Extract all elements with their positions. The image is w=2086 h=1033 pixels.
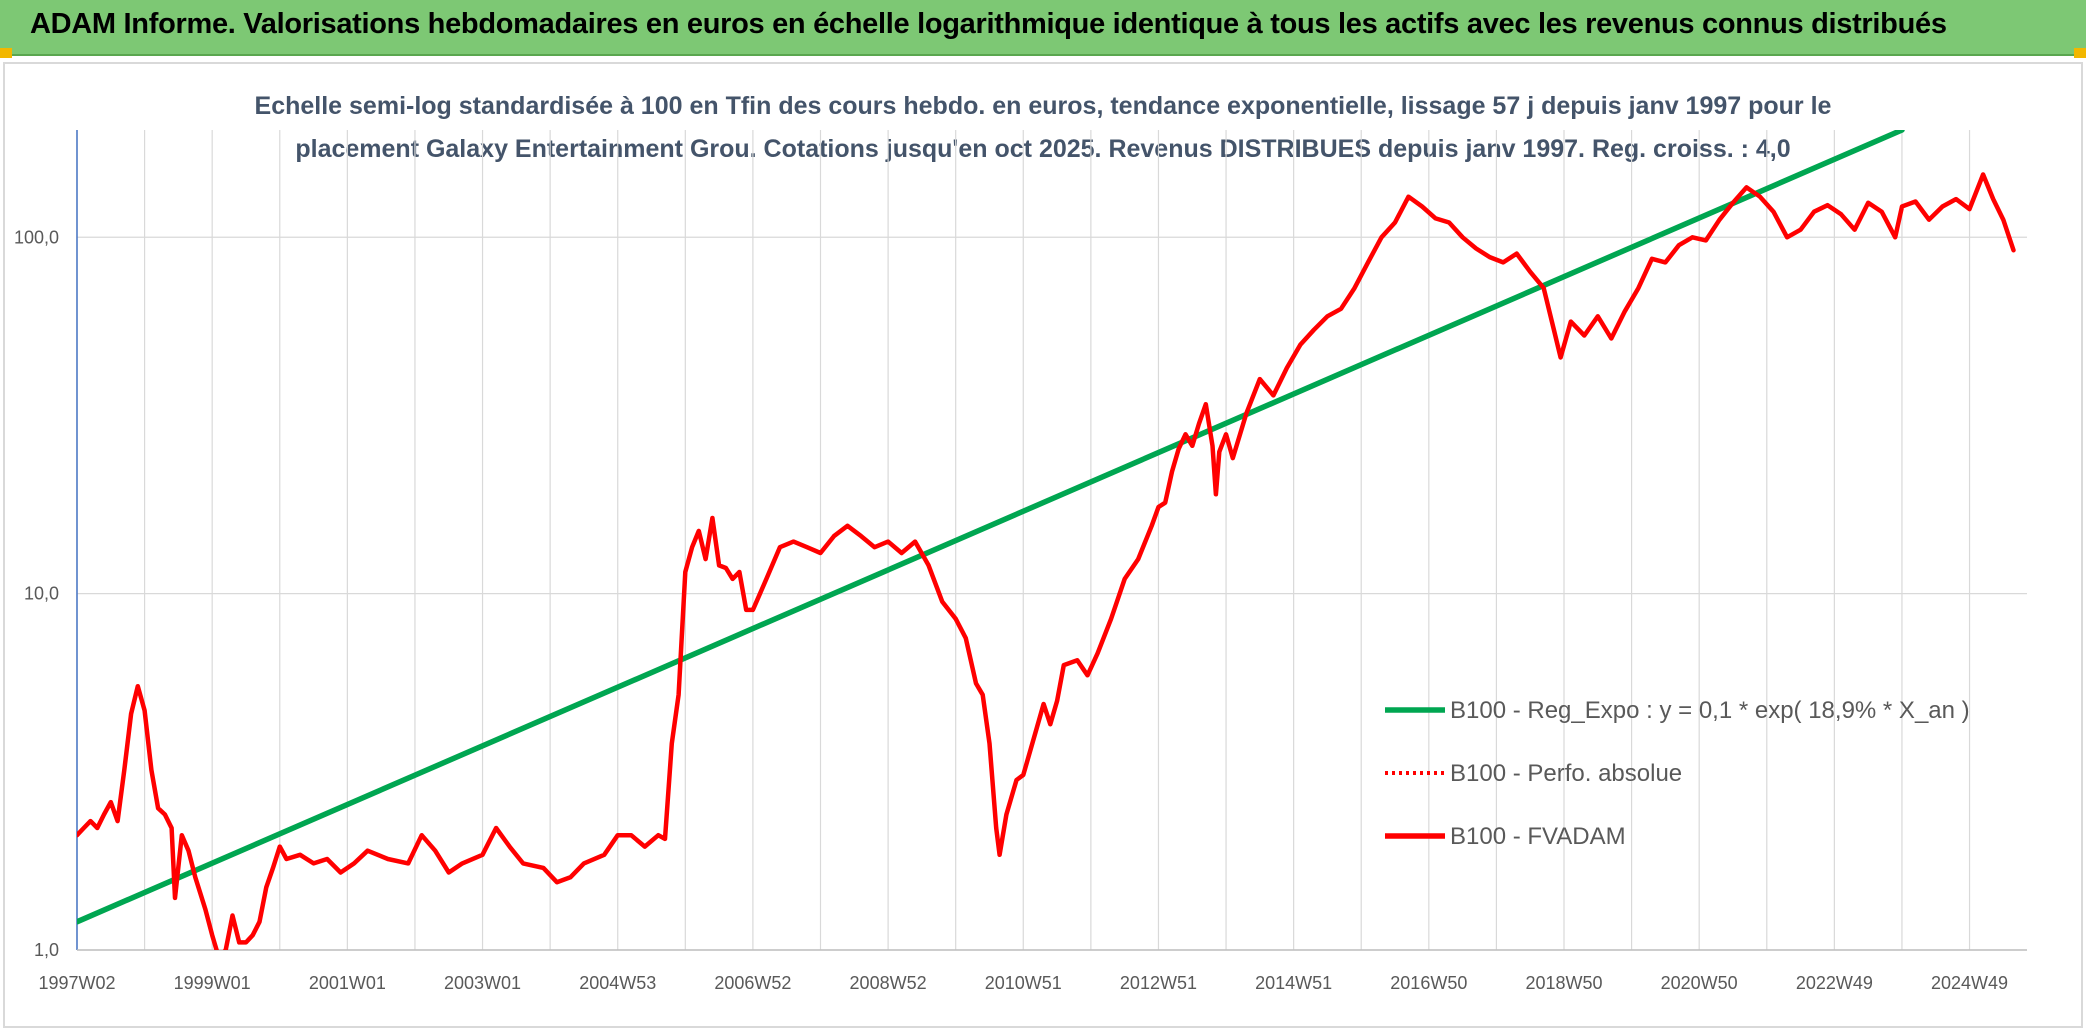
y-tick-label: 100,0 <box>14 227 59 247</box>
x-tick-label: 2006W52 <box>714 973 791 993</box>
x-tick-label: 2022W49 <box>1796 973 1873 993</box>
legend-label: B100 - FVADAM <box>1450 823 1626 850</box>
x-tick-label: 2008W52 <box>850 973 927 993</box>
series-line-0 <box>77 130 1905 925</box>
corner-marker-right <box>2074 48 2086 58</box>
series-layer <box>77 130 2016 950</box>
legend-label: B100 - Perfo. absolue <box>1450 760 1682 787</box>
x-tick-label: 2012W51 <box>1120 973 1197 993</box>
grid <box>76 130 2027 951</box>
chart-subtitle-line2: placement Galaxy Entertainment Grou. Cot… <box>295 135 1790 163</box>
x-tick-label: 1997W02 <box>38 973 115 993</box>
x-tick-label: 2003W01 <box>444 973 521 993</box>
x-tick-label: 2020W50 <box>1661 973 1738 993</box>
x-tick-label: 2018W50 <box>1525 973 1602 993</box>
report-banner: ADAM Informe. Valorisations hebdomadaire… <box>0 0 2086 56</box>
x-tick-label: 2014W51 <box>1255 973 1332 993</box>
x-tick-label: 2004W53 <box>579 973 656 993</box>
chart-subtitle-line1: Echelle semi-log standardisée à 100 en T… <box>255 92 1832 120</box>
x-tick-label: 2010W51 <box>985 973 1062 993</box>
corner-marker-left <box>0 48 12 58</box>
x-tick-label: 1999W01 <box>174 973 251 993</box>
y-tick-label: 10,0 <box>24 584 59 604</box>
series-line-2 <box>77 172 2016 950</box>
y-tick-label: 1,0 <box>34 940 59 960</box>
axes: 1,0 10,0 100,0 1997W02 1999W01 2001W01 2003W01… <box>14 130 2027 993</box>
chart-frame <box>3 62 2083 1028</box>
x-tick-label: 2001W01 <box>309 973 386 993</box>
legend-label: B100 - Reg_Expo : y = 0,1 * exp( 18,9% *… <box>1450 697 1970 724</box>
x-tick-label: 2016W50 <box>1390 973 1467 993</box>
x-tick-label: 2024W49 <box>1931 973 2008 993</box>
report-title: ADAM Informe. Valorisations hebdomadaire… <box>30 8 1947 40</box>
legend: B100 - Reg_Expo : y = 0,1 * exp( 18,9% *… <box>1385 697 1970 850</box>
